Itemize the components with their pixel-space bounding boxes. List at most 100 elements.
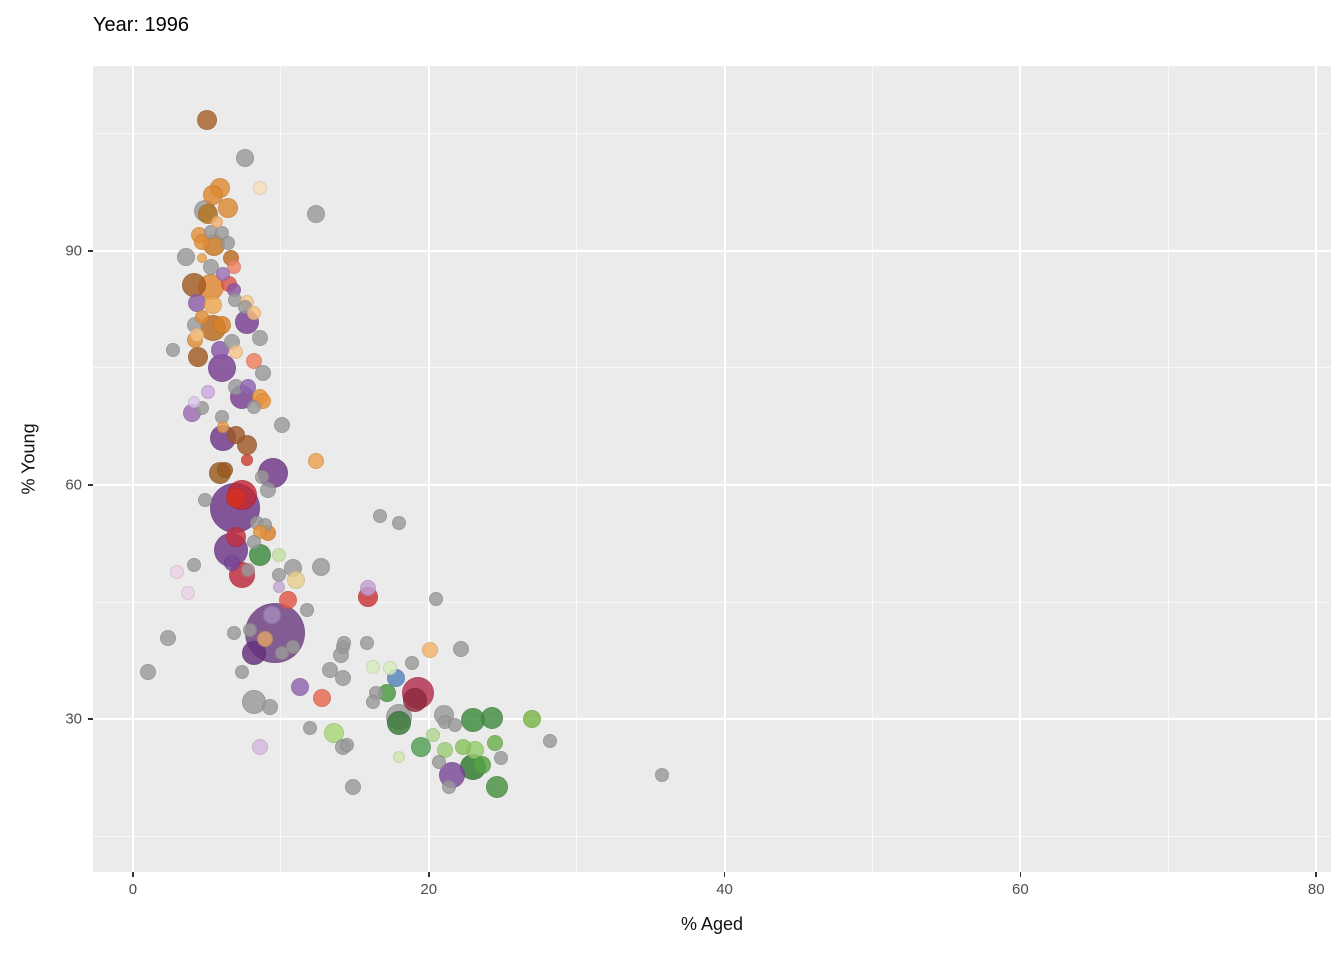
chart-title: Year: 1996 [93, 14, 190, 36]
data-point [236, 149, 255, 168]
data-point [196, 109, 217, 130]
data-point [195, 310, 210, 325]
data-point [473, 756, 491, 775]
data-point [485, 775, 508, 798]
grid-minor-vline [871, 66, 873, 872]
data-point [216, 266, 231, 281]
data-point [365, 659, 380, 674]
data-point [255, 364, 272, 381]
data-point [198, 492, 213, 507]
data-point [241, 563, 256, 578]
data-point [429, 591, 444, 606]
data-point [437, 742, 454, 759]
data-point [340, 737, 355, 752]
data-point [655, 768, 670, 783]
data-point [383, 661, 398, 676]
data-point [229, 344, 244, 359]
y-axis-tick-mark [88, 484, 93, 486]
plot-panel [93, 66, 1331, 872]
data-point [226, 527, 247, 548]
y-tick-label: 90 [65, 242, 82, 260]
data-point [216, 462, 233, 479]
grid-major-hline [93, 483, 1331, 486]
data-point [189, 328, 204, 343]
data-point [227, 426, 246, 445]
grid-major-vline [427, 66, 430, 872]
data-point [311, 557, 330, 576]
data-point [252, 739, 269, 756]
grid-minor-hline [93, 835, 1331, 837]
data-point [403, 688, 428, 713]
data-point [272, 567, 287, 582]
data-point [393, 751, 406, 764]
y-axis-tick-mark [88, 250, 93, 252]
data-point [188, 347, 208, 368]
grid-minor-hline [93, 367, 1331, 369]
x-tick-label: 20 [420, 881, 438, 898]
x-tick-label: 80 [1307, 881, 1325, 898]
data-point [226, 488, 247, 509]
data-point [426, 728, 441, 743]
data-point [324, 723, 345, 744]
data-point [201, 385, 216, 400]
data-point [235, 665, 250, 680]
data-point [432, 754, 447, 769]
data-point [334, 669, 351, 686]
data-point [254, 470, 269, 485]
x-axis-tick-mark [723, 872, 726, 877]
data-point [181, 273, 206, 298]
data-point [360, 579, 377, 596]
data-point [212, 316, 231, 335]
data-point [387, 710, 412, 735]
data-point [272, 548, 287, 563]
data-point [273, 581, 286, 594]
data-point [303, 721, 318, 736]
data-point [291, 678, 310, 697]
data-point [211, 216, 224, 229]
data-point [300, 602, 315, 617]
data-point [187, 396, 200, 409]
data-point [242, 689, 267, 714]
x-axis-label: % Aged [680, 914, 744, 934]
data-point [170, 565, 185, 580]
grid-major-vline [131, 66, 134, 872]
data-point [226, 626, 241, 641]
data-point [274, 416, 291, 433]
data-point [286, 571, 305, 590]
data-point [240, 454, 253, 467]
data-point [461, 707, 486, 732]
data-point [321, 661, 338, 678]
data-point [247, 534, 262, 549]
data-point [214, 410, 229, 425]
data-point [187, 294, 206, 313]
data-point [259, 481, 276, 498]
data-point [165, 343, 180, 357]
y-tick-label: 30 [65, 710, 82, 728]
data-point [494, 751, 509, 766]
grid-minor-hline [93, 601, 1331, 603]
data-point [454, 739, 471, 756]
grid-minor-vline [1167, 66, 1169, 872]
grid-major-hline [93, 249, 1331, 252]
data-point [411, 737, 432, 758]
x-axis-tick-mark [1019, 872, 1022, 877]
data-point [337, 636, 352, 651]
data-point [217, 198, 238, 218]
data-point [359, 636, 374, 651]
grid-major-vline [723, 66, 726, 872]
x-axis-tick-mark [1315, 872, 1317, 877]
data-point [249, 544, 272, 567]
grid-minor-hline [93, 133, 1331, 135]
y-tick-label: 60 [65, 476, 82, 494]
data-point [448, 718, 463, 733]
y-axis-label: % Young [19, 423, 40, 494]
data-point [307, 205, 326, 224]
data-point [246, 352, 263, 369]
data-point [256, 630, 273, 647]
y-axis-label-text: % Young [18, 423, 39, 495]
data-point [378, 684, 397, 703]
data-point [523, 710, 542, 729]
data-point [203, 259, 220, 276]
data-point [197, 252, 208, 263]
